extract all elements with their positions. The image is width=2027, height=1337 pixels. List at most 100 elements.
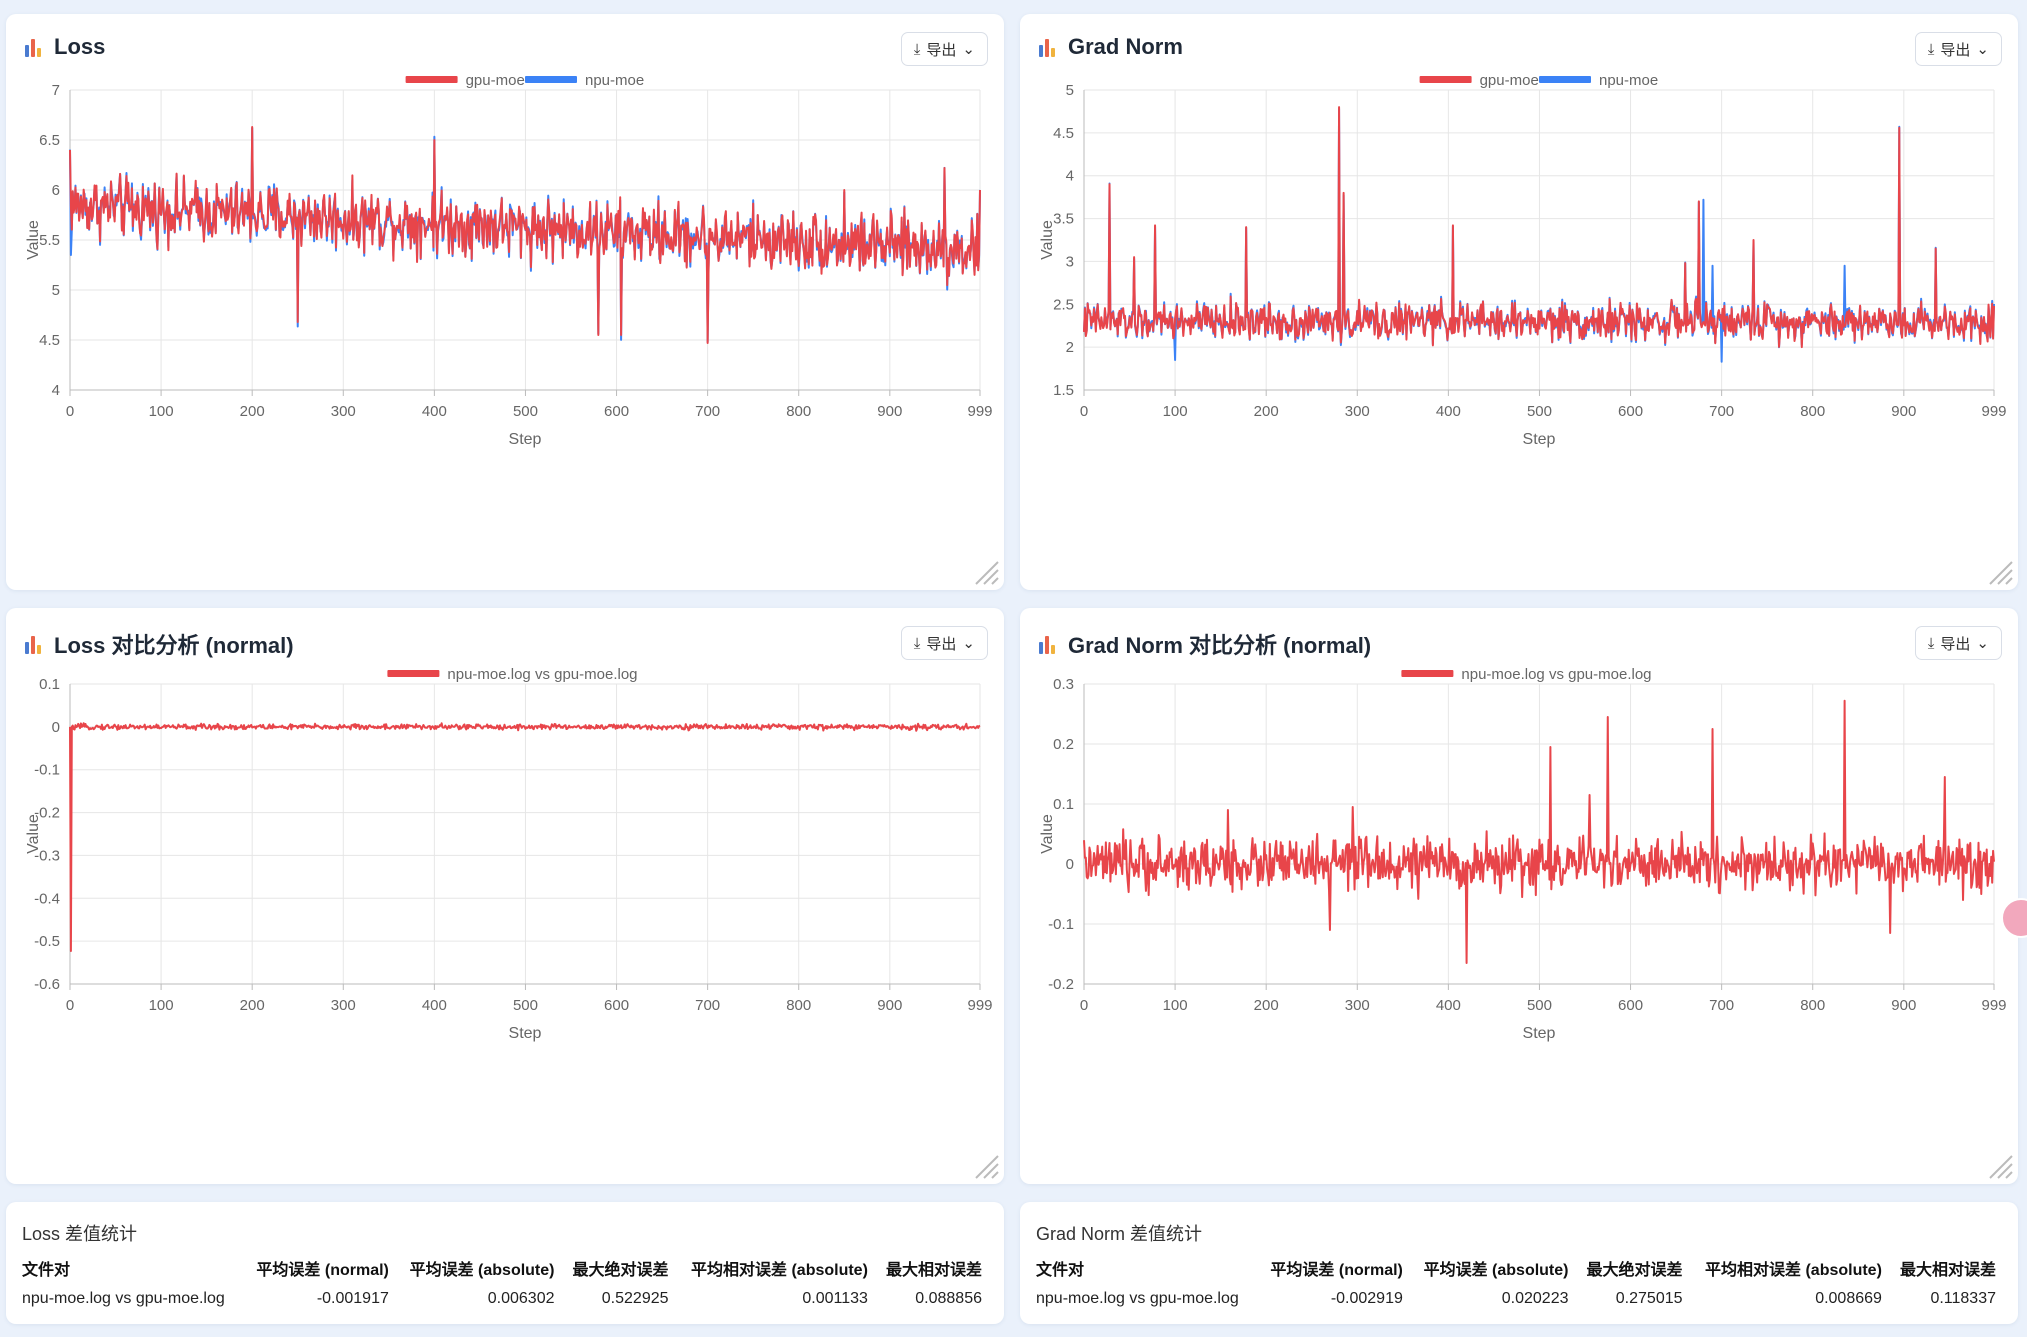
series-line-npu-moe.log vs gpu-moe.log [69,722,981,952]
grad-norm-diff-title-text: Grad Norm 对比分析 (normal) [1068,633,1372,658]
x-tick-label: 300 [331,403,356,420]
cell-mean-relative: 0.008669 [1815,1290,1882,1307]
x-axis-label: Step [1523,431,1556,448]
y-tick-label: -0.2 [34,805,60,822]
bar-chart-icon [1038,633,1060,655]
x-tick-label: 400 [1436,403,1461,420]
grad-norm-card: Grad Norm ⤓ 导出 ⌄ 1.5 2 2.5 3 3.5 4 4.5 5 0 100 200… [1020,14,2018,590]
legend-swatch [405,76,458,83]
x-tick-label: 600 [604,403,629,420]
cell-max-relative: 0.118337 [1930,1290,1996,1307]
x-tick-label: 999 [967,997,992,1014]
cell-max-relative: 0.088856 [915,1290,982,1307]
col-mean-relative: 平均相对误差 (absolute) [691,1262,868,1279]
resize-handle-icon[interactable] [1984,556,2014,586]
y-tick-label: -0.5 [34,933,60,950]
resize-handle-icon[interactable] [1984,1150,2014,1180]
y-tick-label: 4.5 [1053,125,1074,142]
y-tick-label: -0.2 [1048,976,1074,993]
y-tick-label: 0.2 [1053,736,1074,753]
grad-norm-diff-card-title: Grad Norm 对比分析 (normal) [1038,628,1371,660]
cell-max-abs: 0.275015 [1615,1290,1683,1307]
export-label: 导出 [926,635,957,653]
y-tick-label: 2 [1066,339,1074,356]
cell-mean-absolute: 0.006302 [487,1290,555,1307]
loss-stats-title: Loss 差值统计 [22,1224,138,1244]
cell-mean-absolute: 0.020223 [1501,1290,1569,1307]
cell-mean-normal: -0.001917 [316,1290,389,1307]
y-tick-label: 4.5 [39,332,60,349]
y-tick-label: 5 [1066,82,1074,99]
chart-grid [1083,89,1995,396]
x-tick-label: 600 [1618,997,1643,1014]
x-tick-label: 400 [422,997,447,1014]
x-axis-label: Step [509,1025,542,1042]
chevron-down-icon: ⌄ [962,635,975,652]
x-tick-label: 800 [1800,403,1825,420]
chart-legend: gpu-moe npu-moe [1419,72,1658,89]
grad-norm-chart[interactable]: 1.5 2 2.5 3 3.5 4 4.5 5 0 100 200 300 400 500 600 700 80… [1020,14,2018,590]
y-tick-label: -0.4 [34,890,60,907]
y-tick-label: 0.3 [1053,676,1074,693]
loss-stats-table: 文件对 平均误差 (normal) 平均误差 (absolute) 最大绝对误差… [22,1252,988,1314]
y-tick-label: 4 [52,382,60,399]
legend-label: npu-moe [585,72,644,89]
bar-chart-icon [24,36,46,58]
loss-diff-card: Loss 对比分析 (normal) ⤓ 导出 ⌄ -0.6 -0.5 -0.4 -0… [6,608,1004,1184]
x-tick-label: 100 [149,997,174,1014]
loss-title-text: Loss [54,34,106,59]
x-tick-label: 700 [1709,403,1734,420]
x-tick-label: 700 [1709,997,1734,1014]
legend-swatch [1419,76,1472,83]
col-mean-normal: 平均误差 (normal) [1270,1262,1403,1279]
resize-handle-icon[interactable] [970,1150,1000,1180]
grad-norm-export-button[interactable]: ⤓ 导出 ⌄ [1914,32,2002,66]
x-tick-label: 0 [1080,403,1088,420]
x-tick-label: 600 [604,997,629,1014]
series-line-gpu-moe [1083,106,1995,349]
x-tick-label: 200 [1254,403,1279,420]
export-label: 导出 [1940,635,1971,653]
col-max-relative: 最大相对误差 [885,1262,982,1279]
loss-stats-card: Loss 差值统计 文件对 平均误差 (normal) 平均误差 (absolu… [6,1202,1004,1324]
y-tick-label: 6.5 [39,132,60,149]
export-label: 导出 [926,41,957,59]
y-tick-label: 0 [1066,856,1074,873]
col-mean-absolute: 平均误差 (absolute) [409,1262,555,1279]
x-tick-label: 800 [1800,997,1825,1014]
y-tick-label: -0.1 [34,762,60,779]
chevron-down-icon: ⌄ [1976,41,1989,58]
x-tick-label: 900 [877,997,902,1014]
y-tick-label: 3 [1066,253,1074,270]
bar-chart-icon [1038,36,1060,58]
download-icon: ⤓ [913,634,921,652]
grad-norm-title-text: Grad Norm [1068,34,1183,59]
col-mean-normal: 平均误差 (normal) [256,1262,389,1279]
y-tick-label: 0 [52,719,60,736]
legend-label: gpu-moe [466,72,525,89]
y-axis-label: Value [1039,814,1056,854]
x-tick-label: 900 [1891,403,1916,420]
loss-chart[interactable]: 4 4.5 5 5.5 6 6.5 7 0 100 200 300 400 500 600 700 800 90… [6,14,1004,590]
resize-handle-icon[interactable] [970,556,1000,586]
x-tick-label: 0 [1080,997,1088,1014]
y-axis-label: Value [25,814,42,854]
download-icon: ⤓ [913,40,921,58]
chevron-down-icon: ⌄ [962,41,975,58]
grad-norm-diff-chart[interactable]: -0.2 -0.1 0 0.1 0.2 0.3 0 100 200 300 400 500 600 700… [1020,608,2018,1184]
loss-export-button[interactable]: ⤓ 导出 ⌄ [900,32,988,66]
loss-diff-chart[interactable]: -0.6 -0.5 -0.4 -0.3 -0.2 -0.1 0 0.1 0 100 200 300 40… [6,608,1004,1184]
y-tick-label: -0.3 [34,847,60,864]
x-tick-label: 0 [66,403,74,420]
grad-norm-stats-title: Grad Norm 差值统计 [1036,1224,1203,1244]
floating-assistant-icon[interactable] [2001,898,2027,938]
x-tick-label: 500 [513,403,538,420]
grad-norm-stats-card: Grad Norm 差值统计 文件对 平均误差 (normal) 平均误差 (a… [1020,1202,2018,1324]
x-axis-label: Step [1523,1025,1556,1042]
col-max-relative: 最大相对误差 [1899,1262,1996,1279]
x-tick-label: 900 [877,403,902,420]
chart-legend: gpu-moe npu-moe [405,72,644,89]
x-tick-label: 300 [1345,403,1370,420]
loss-diff-export-button[interactable]: ⤓ 导出 ⌄ [900,626,988,660]
grad-norm-diff-export-button[interactable]: ⤓ 导出 ⌄ [1914,626,2002,660]
